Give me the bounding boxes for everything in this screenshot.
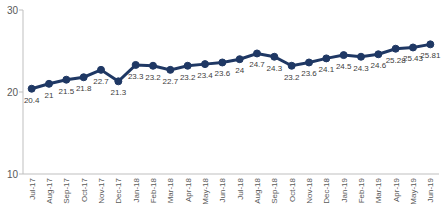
data-point (392, 45, 399, 52)
data-label: 23.2 (145, 73, 161, 82)
x-tick-label: Jan-19 (340, 177, 349, 202)
x-tick-label: Aug-17 (45, 177, 54, 203)
data-label: 24.3 (267, 64, 283, 73)
data-label: 23.2 (284, 73, 300, 82)
y-tick (19, 174, 23, 175)
x-tick-label: May-18 (201, 177, 210, 204)
data-point (63, 76, 70, 83)
data-point (306, 59, 313, 66)
data-point (236, 56, 243, 63)
chart-container: 10 20 30 Jul-17 Aug-17 Sep-17 Oct-17 Nov-17 Dec-… (0, 0, 444, 214)
data-label: 24.7 (249, 60, 265, 69)
data-point (80, 74, 87, 81)
data-point (167, 66, 174, 73)
data-point (202, 61, 209, 68)
data-point (28, 85, 35, 92)
data-label: 21.3 (111, 88, 127, 97)
chart-svg: 10 20 30 Jul-17 Aug-17 Sep-17 Oct-17 Nov-17 Dec-… (0, 0, 444, 214)
data-point (115, 78, 122, 85)
data-label: 24.5 (336, 62, 352, 71)
y-tick (19, 92, 23, 93)
x-tick-label: Jul-18 (236, 177, 245, 199)
data-point (288, 62, 295, 69)
x-tick-label: Oct-18 (288, 177, 297, 202)
data-label: 23.3 (128, 72, 144, 81)
data-point (98, 66, 105, 73)
x-tick-label: Apr-18 (184, 177, 193, 202)
data-point (358, 53, 365, 60)
y-tick (19, 10, 23, 11)
data-point (150, 62, 157, 69)
x-tick-label: Sep-18 (270, 177, 279, 203)
x-tick-label: Sep-17 (62, 177, 71, 203)
data-label: 24.1 (319, 65, 335, 74)
data-point (254, 50, 261, 57)
x-tick-label: Nov-18 (305, 177, 314, 203)
data-point (46, 80, 53, 87)
line-series (32, 44, 431, 88)
x-tick-label: Jun-19 (426, 177, 435, 202)
data-label: 23.6 (301, 69, 317, 78)
data-point (427, 41, 434, 48)
x-tick-label: Nov-17 (97, 177, 106, 203)
data-label: 21.8 (76, 84, 92, 93)
data-label: 23.6 (215, 69, 231, 78)
data-point (375, 51, 382, 58)
data-label: 21 (45, 91, 54, 100)
x-tick-label: Aug-18 (253, 177, 262, 203)
data-point (219, 59, 226, 66)
x-tick-label: May-19 (409, 177, 418, 204)
data-label: 24.3 (353, 64, 369, 73)
x-tick-label: Jul-17 (28, 177, 37, 199)
y-tick-label: 30 (7, 5, 19, 16)
x-tick-label: Dec-18 (322, 177, 331, 203)
data-label: 25.81 (420, 51, 441, 60)
x-tick-label: Oct-17 (80, 177, 89, 202)
data-label: 20.4 (24, 96, 40, 105)
data-point (340, 52, 347, 59)
data-label: 22.7 (93, 77, 109, 86)
x-tick-label: Feb-18 (149, 177, 158, 203)
data-label: 24 (235, 66, 244, 75)
x-tick-label: Apr-19 (392, 177, 401, 202)
data-label: 21.5 (59, 87, 75, 96)
data-label: 23.2 (180, 73, 196, 82)
data-label: 22.7 (163, 77, 179, 86)
data-point (323, 55, 330, 62)
data-label: 23.4 (197, 71, 213, 80)
data-point (410, 44, 417, 51)
data-label: 24.6 (371, 61, 387, 70)
x-tick-label: Jun-18 (218, 177, 227, 202)
x-tick-label: Mar-18 (166, 177, 175, 203)
y-tick-label: 10 (7, 169, 19, 180)
data-point (271, 53, 278, 60)
x-tick-label: Mar-19 (374, 177, 383, 203)
x-tick-label: Feb-19 (357, 177, 366, 203)
data-point (132, 61, 139, 68)
data-point (184, 62, 191, 69)
x-tick-label: Dec-17 (114, 177, 123, 203)
x-tick-label: Jan-18 (132, 177, 141, 202)
x-axis-line (23, 174, 439, 175)
y-tick-label: 20 (7, 87, 19, 98)
